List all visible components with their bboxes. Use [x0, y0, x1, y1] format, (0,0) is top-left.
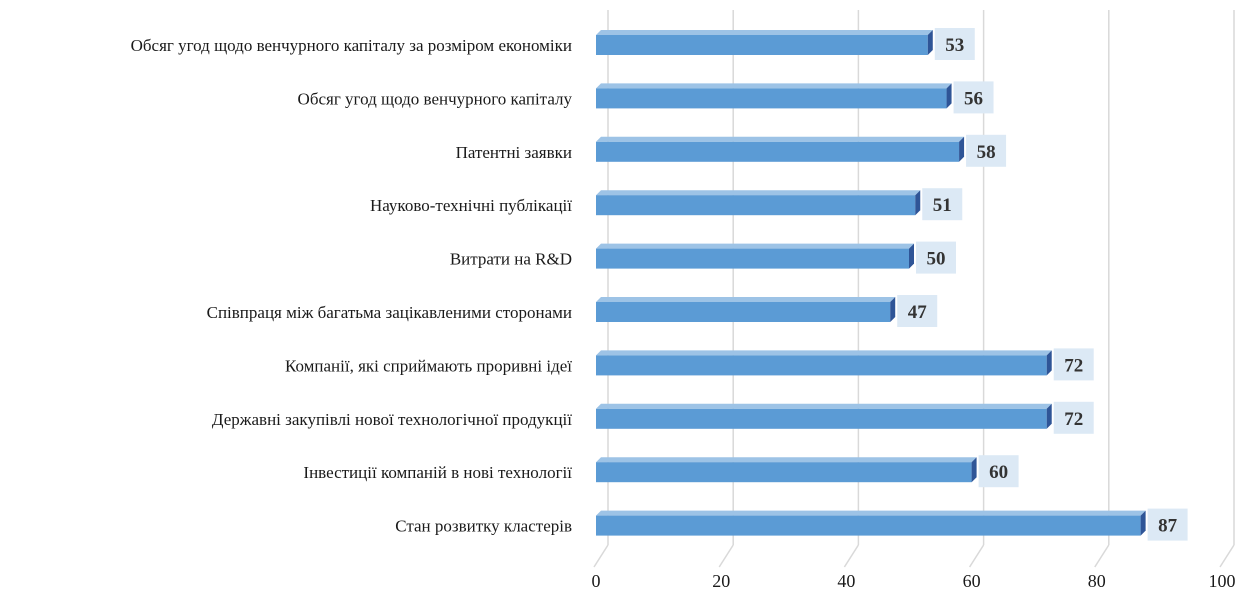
data-label-box [953, 81, 994, 114]
category-label: Інвестиції компаній в нові технології [303, 463, 572, 482]
bar-side [1046, 350, 1052, 376]
data-label: 72 [1053, 348, 1094, 381]
bar [596, 457, 977, 483]
data-label: 51 [922, 188, 963, 221]
bar [596, 136, 965, 162]
data-label-box [1147, 508, 1188, 541]
bar-front [596, 248, 909, 269]
data-label-box [916, 241, 956, 274]
gridline-floor [718, 544, 734, 568]
tick-label: 100 [1209, 571, 1236, 591]
bar-side [1140, 510, 1146, 536]
bar-front [596, 141, 960, 162]
data-label-text: 72 [1064, 409, 1083, 430]
bar-side [1046, 403, 1052, 429]
category-label: Обсяг угод щодо венчурного капіталу [298, 89, 573, 108]
bar-front [596, 302, 891, 322]
data-label-box [922, 188, 963, 221]
bar [596, 30, 933, 55]
category-label: Співпраця між багатьма зацікавленими сто… [207, 303, 572, 322]
data-label: 58 [966, 134, 1007, 167]
data-label-text: 60 [989, 462, 1008, 483]
data-label: 47 [897, 295, 938, 327]
bar [596, 403, 1052, 429]
bar-top [596, 190, 921, 196]
tick-label: 80 [1088, 571, 1106, 591]
bar-front [596, 35, 928, 55]
bar-front [596, 515, 1141, 536]
bars [596, 30, 1146, 536]
tick-label: 20 [712, 571, 730, 591]
data-labels: 53 56 58 51 50 47 72 72 60 87 [897, 28, 1188, 541]
category-label: Державні закупівлі нової технологічної п… [212, 410, 572, 429]
bar-top [596, 403, 1052, 409]
bar [596, 190, 921, 216]
data-label: 50 [916, 241, 956, 274]
bar-side [959, 136, 965, 162]
gridline-floor [843, 544, 860, 568]
bar-top [596, 83, 952, 89]
bar-side [971, 457, 977, 483]
data-label: 72 [1053, 401, 1094, 434]
bar-front [596, 408, 1047, 429]
data-label-box [934, 28, 975, 60]
x-axis-ticks: 0 20 40 60 80 100 [592, 571, 1236, 591]
bar [596, 350, 1052, 376]
tick-label: 0 [592, 571, 601, 591]
bar-front [596, 355, 1047, 376]
gridline-floor [1219, 544, 1235, 568]
bar-side [927, 30, 933, 55]
category-label: Патентні заявки [456, 143, 572, 162]
gridline-floor [1094, 544, 1110, 568]
bar [596, 510, 1146, 536]
data-label-box [966, 134, 1007, 167]
bar-front [596, 195, 916, 216]
gridline-floor [593, 544, 609, 568]
category-labels: Обсяг угод щодо венчурного капіталу за р… [131, 36, 573, 536]
bar-front [596, 88, 947, 109]
data-label-text: 87 [1158, 516, 1178, 537]
category-label: Витрати на R&D [450, 250, 572, 269]
data-label: 53 [934, 28, 975, 60]
bar-side [915, 190, 921, 216]
data-label-text: 58 [977, 142, 996, 163]
bar [596, 83, 952, 109]
category-label: Стан розвитку кластерів [395, 517, 572, 536]
bar-top [596, 510, 1146, 516]
category-label: Компанії, які сприймають проривні ідеї [285, 356, 572, 375]
bar-top [596, 350, 1052, 356]
data-label-text: 47 [908, 302, 928, 323]
bar [596, 243, 914, 269]
bar-top [596, 297, 896, 302]
data-label-box [1053, 401, 1094, 434]
data-label: 87 [1147, 508, 1188, 541]
data-label-box [1053, 348, 1094, 381]
gridline-floor [968, 544, 985, 568]
data-label-text: 72 [1064, 355, 1083, 376]
tick-label: 60 [963, 571, 981, 591]
data-label: 60 [978, 455, 1019, 488]
bar-top [596, 30, 933, 35]
bar-side [909, 243, 914, 269]
data-label-box [897, 295, 938, 327]
data-label: 56 [953, 81, 994, 114]
bar-top [596, 136, 965, 142]
category-label: Науково-технічні публікації [370, 196, 572, 215]
bar-top [596, 457, 977, 463]
data-label-text: 53 [945, 35, 964, 56]
category-label: Обсяг угод щодо венчурного капіталу за р… [131, 36, 572, 55]
bar-top [596, 243, 914, 249]
data-label-text: 56 [964, 88, 983, 109]
bar-front [596, 462, 972, 483]
tick-label: 40 [837, 571, 855, 591]
data-label-text: 50 [927, 249, 946, 270]
data-label-box [978, 455, 1019, 488]
bar-side [946, 83, 952, 109]
data-label-text: 51 [933, 195, 952, 216]
bar-side [890, 297, 896, 322]
bar [596, 297, 896, 322]
